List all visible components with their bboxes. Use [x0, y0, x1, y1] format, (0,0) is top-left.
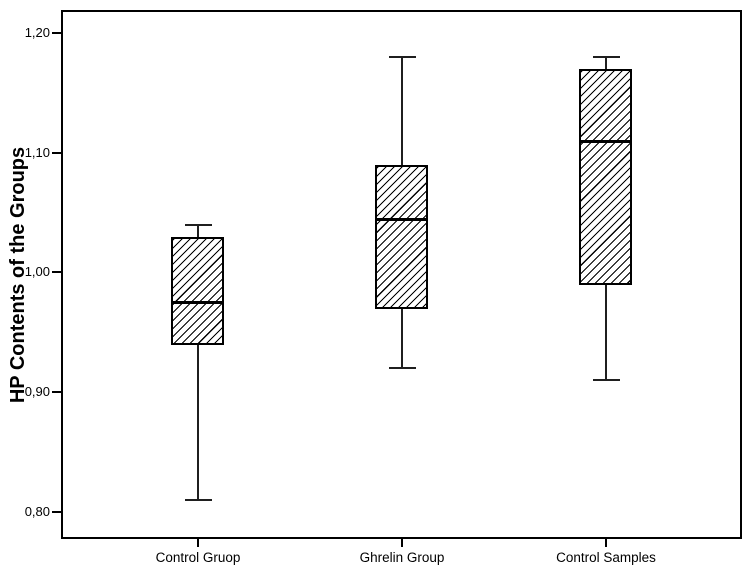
y-tick-label: 1,10: [24, 145, 50, 160]
boxplot-box: [579, 69, 632, 285]
boxplot-min-cap: [593, 379, 620, 381]
boxplot-max-cap: [593, 56, 620, 58]
x-tick-mark: [605, 539, 607, 547]
y-tick-mark: [52, 511, 61, 513]
boxplot-upper-whisker: [401, 57, 403, 165]
boxplot-median-line: [171, 301, 224, 304]
boxplot-max-cap: [185, 224, 212, 226]
boxplot-min-cap: [185, 499, 212, 501]
x-tick-mark: [197, 539, 199, 547]
y-tick-mark: [52, 32, 61, 34]
boxplot-upper-whisker: [197, 225, 199, 237]
y-tick-label: 1,20: [24, 25, 50, 40]
x-tick-mark: [401, 539, 403, 547]
y-tick-label: 0,90: [24, 384, 50, 399]
boxplot-min-cap: [389, 367, 416, 369]
boxplot-median-line: [375, 218, 428, 221]
boxplot-lower-whisker: [401, 308, 403, 368]
boxplot-median-line: [579, 140, 632, 143]
x-axis-category-label: Ghrelin Group: [359, 550, 445, 565]
y-tick-mark: [52, 391, 61, 393]
y-tick-label: 0,80: [24, 504, 50, 519]
x-axis-category-label: Control Gruop: [155, 550, 241, 565]
y-tick-mark: [52, 271, 61, 273]
y-tick-mark: [52, 152, 61, 154]
x-axis-category-label: Control Samples: [556, 550, 656, 565]
boxplot-lower-whisker: [605, 284, 607, 380]
boxplot-lower-whisker: [197, 344, 199, 500]
boxplot-box: [171, 237, 224, 345]
boxplot-max-cap: [389, 56, 416, 58]
boxplot-upper-whisker: [605, 57, 607, 69]
boxplot-box: [375, 165, 428, 309]
y-tick-label: 1,00: [24, 264, 50, 279]
